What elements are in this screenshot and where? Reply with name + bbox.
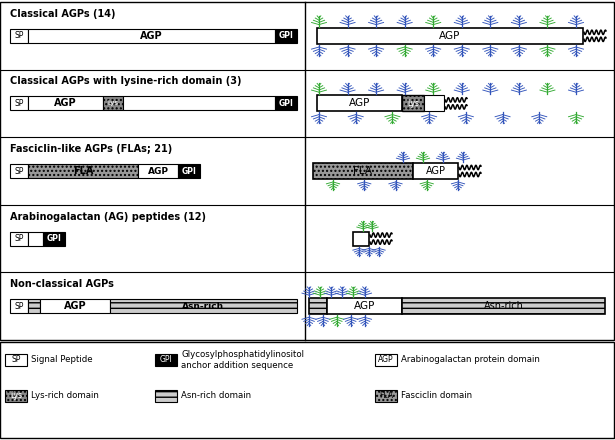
Bar	[275, 96, 297, 110]
Text: AGP: AGP	[378, 356, 394, 364]
Bar	[5, 390, 27, 402]
Text: Lys: Lys	[10, 392, 22, 400]
Bar	[402, 95, 424, 111]
Text: GPI: GPI	[279, 99, 293, 108]
Text: Glycosylphosphatidylinositol
anchor addition sequence: Glycosylphosphatidylinositol anchor addi…	[181, 350, 304, 370]
Text: AGP: AGP	[64, 301, 86, 311]
Bar	[375, 390, 397, 402]
Text: GPI: GPI	[181, 166, 196, 176]
Text: Lys: Lys	[407, 99, 419, 108]
Text: GPI: GPI	[279, 31, 293, 40]
Bar	[10, 231, 28, 246]
Bar	[138, 164, 178, 178]
Bar	[10, 299, 28, 313]
Text: Fasciclin-like AGPs (FLAs; 21): Fasciclin-like AGPs (FLAs; 21)	[10, 144, 172, 154]
Text: Lys-rich domain: Lys-rich domain	[31, 392, 99, 400]
Text: GPI: GPI	[160, 356, 172, 364]
Bar	[103, 96, 123, 110]
Text: SP: SP	[14, 99, 24, 108]
Text: AGP: AGP	[349, 99, 370, 108]
Text: SP: SP	[14, 166, 24, 176]
Bar	[123, 96, 275, 110]
Bar	[375, 354, 397, 366]
Text: Asn-rich domain: Asn-rich domain	[181, 392, 251, 400]
Text: Non-classical AGPs: Non-classical AGPs	[10, 279, 114, 289]
Text: FLA: FLA	[354, 166, 373, 176]
Bar	[275, 29, 297, 43]
Bar	[110, 299, 297, 313]
Bar	[155, 354, 177, 366]
Text: Fasciclin domain: Fasciclin domain	[401, 392, 472, 400]
Text: AGP: AGP	[354, 301, 375, 311]
Bar	[353, 231, 369, 246]
Bar	[178, 164, 200, 178]
Text: AGP: AGP	[140, 31, 163, 41]
Text: FLA: FLA	[73, 166, 93, 176]
Bar	[0, 342, 614, 438]
Text: FLA: FLA	[379, 392, 393, 400]
Text: SP: SP	[14, 31, 24, 40]
Bar	[43, 231, 65, 246]
Bar	[40, 299, 110, 313]
Bar	[10, 29, 28, 43]
Text: AGP: AGP	[54, 99, 77, 108]
Bar	[155, 390, 177, 402]
Text: AGP: AGP	[148, 166, 169, 176]
Bar	[28, 96, 103, 110]
Text: Arabinogalactan protein domain: Arabinogalactan protein domain	[401, 356, 540, 364]
Bar	[413, 163, 458, 179]
Bar	[28, 29, 275, 43]
Text: Signal Peptide: Signal Peptide	[31, 356, 93, 364]
Text: SP: SP	[14, 234, 24, 243]
Bar	[317, 28, 583, 44]
Bar	[28, 299, 40, 313]
Text: Classical AGPs with lysine-rich domain (3): Classical AGPs with lysine-rich domain (…	[10, 77, 242, 86]
Bar	[313, 163, 413, 179]
Text: AGP: AGP	[439, 31, 461, 41]
Text: Classical AGPs (14): Classical AGPs (14)	[10, 9, 116, 19]
Text: Arabinogalactan (AG) peptides (12): Arabinogalactan (AG) peptides (12)	[10, 212, 206, 222]
Text: AGP: AGP	[426, 166, 445, 176]
Text: Asn-rich: Asn-rich	[483, 301, 523, 311]
Text: GPI: GPI	[47, 234, 62, 243]
Text: SP: SP	[11, 356, 21, 364]
Bar	[10, 164, 28, 178]
Bar	[402, 298, 605, 314]
Bar	[424, 95, 444, 111]
Bar	[327, 298, 402, 314]
Bar	[28, 164, 138, 178]
Text: Lys: Lys	[108, 100, 119, 106]
Text: Asn-rich: Asn-rich	[183, 302, 224, 311]
Bar	[309, 298, 327, 314]
Text: SP: SP	[14, 302, 24, 311]
Bar	[28, 231, 43, 246]
Bar	[0, 2, 614, 340]
Bar	[317, 95, 402, 111]
Bar	[10, 96, 28, 110]
Bar	[5, 354, 27, 366]
